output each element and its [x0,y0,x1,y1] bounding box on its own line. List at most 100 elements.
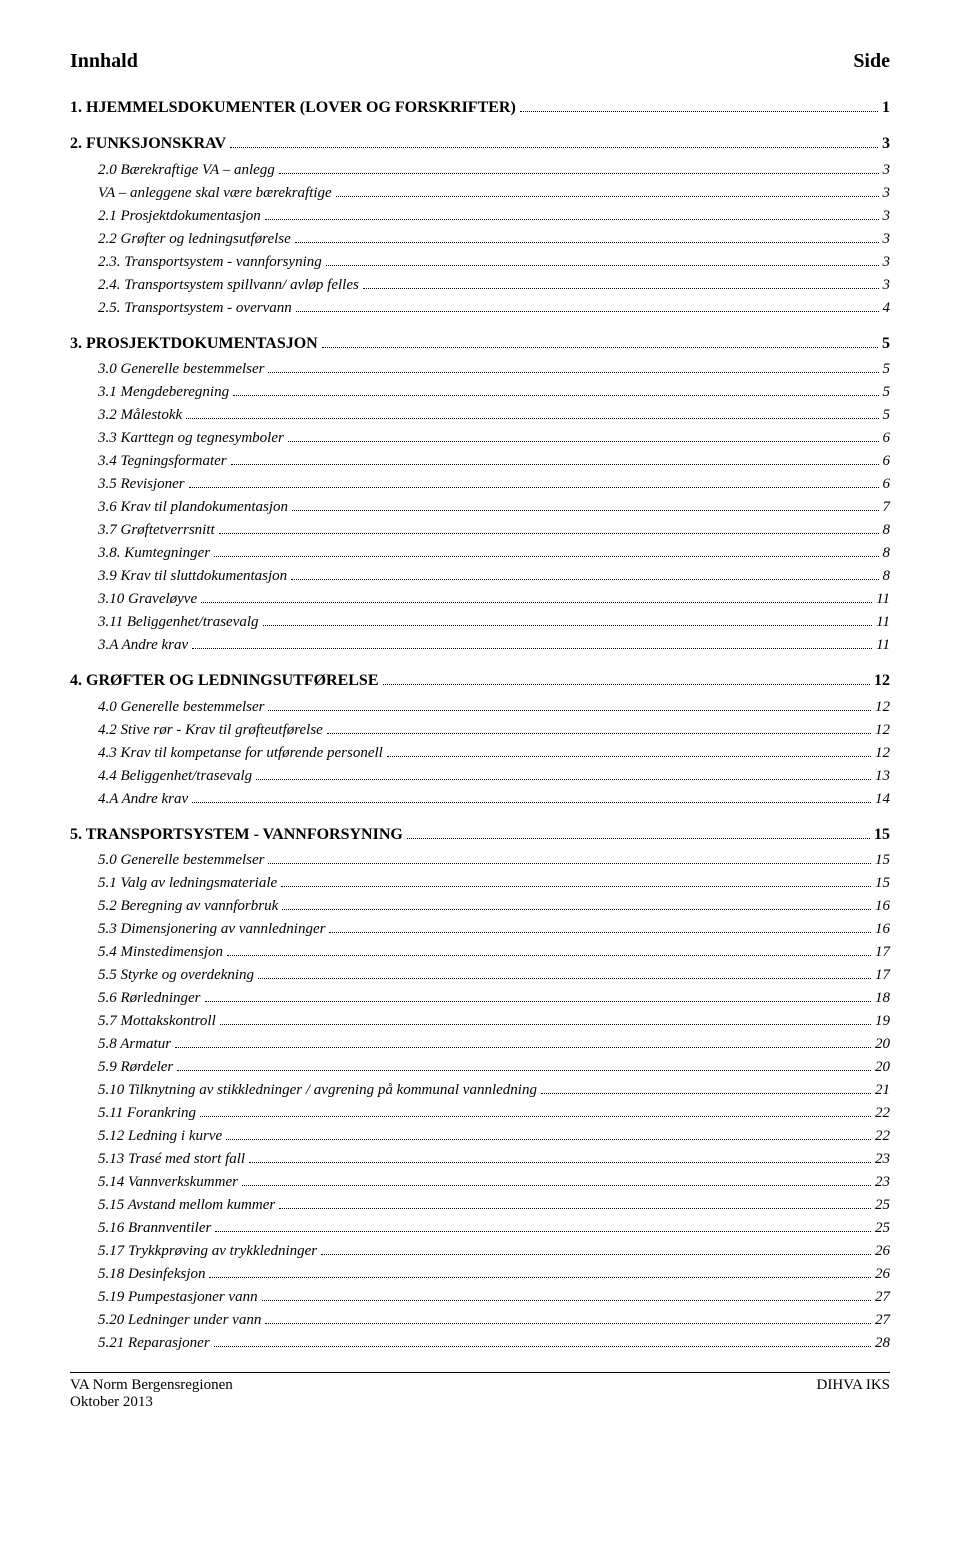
toc-label: 2.2 Grøfter og ledningsutførelse [98,229,291,250]
toc-row[interactable]: 2.1 Prosjektdokumentasjon 3 [70,206,890,227]
toc-row[interactable]: 5.20 Ledninger under vann27 [70,1310,890,1331]
toc-leader [407,825,870,839]
toc-label: 3.1 Mengdeberegning [98,382,229,403]
toc-label: 3.11 Beliggenhet/trasevalg [98,612,259,633]
header-left: Innhald [70,50,138,73]
toc-leader [291,567,878,580]
toc-row[interactable]: 3.7 Grøftetverrsnitt8 [70,520,890,541]
toc-row[interactable]: 3.0 Generelle bestemmelser5 [70,359,890,380]
toc-leader [383,671,871,685]
toc-page-number: 15 [875,850,890,871]
toc-row[interactable]: 5.7 Mottakskontroll19 [70,1011,890,1032]
toc-page-number: 3 [883,183,891,204]
toc-row[interactable]: 5.1 Valg av ledningsmateriale15 [70,873,890,894]
toc-leader [268,851,871,864]
toc-row[interactable]: 3.1 Mengdeberegning5 [70,382,890,403]
toc-row[interactable]: 3.6 Krav til plandokumentasjon7 [70,497,890,518]
toc-row[interactable]: 5.18 Desinfeksjon26 [70,1264,890,1285]
toc-row[interactable]: 5.8 Armatur20 [70,1034,890,1055]
toc-leader [220,1012,871,1025]
toc-row[interactable]: VA – anleggene skal være bærekraftige3 [70,183,890,204]
toc-leader [292,498,879,511]
toc-row[interactable]: 3.5 Revisjoner6 [70,474,890,495]
toc-row[interactable]: 4.3 Krav til kompetanse for utførende pe… [70,743,890,764]
toc-row[interactable]: 2.3. Transportsystem - vannforsyning3 [70,252,890,273]
toc-label: 4.0 Generelle bestemmelser [98,697,264,718]
toc-page-number: 3 [883,252,891,273]
toc-leader [263,613,873,626]
toc-page-number: 6 [883,451,891,472]
toc-page-number: 16 [875,896,890,917]
toc-row[interactable]: 2.0 Bærekraftige VA – anlegg3 [70,160,890,181]
toc-row[interactable]: 3.A Andre krav11 [70,635,890,656]
toc-row[interactable]: 3.3 Karttegn og tegnesymboler6 [70,428,890,449]
toc-row[interactable]: 2.5. Transportsystem - overvann4 [70,298,890,319]
toc-row[interactable]: 2. FUNKSJONSKRAV3 [70,133,890,155]
toc-label: 3. PROSJEKTDOKUMENTASJON [70,333,318,355]
toc-row[interactable]: 5.14 Vannverkskummer23 [70,1172,890,1193]
toc-page-number: 12 [875,743,890,764]
toc-leader [296,299,879,312]
toc-row[interactable]: 5.17 Trykkprøving av trykkledninger26 [70,1241,890,1262]
toc-row[interactable]: 5.0 Generelle bestemmelser15 [70,850,890,871]
footer-left-line1: VA Norm Bergensregionen [70,1377,233,1394]
toc-page-number: 5 [882,333,890,355]
toc-leader [256,767,871,780]
toc-page-number: 28 [875,1333,890,1354]
toc-page-number: 18 [875,988,890,1009]
toc-row[interactable]: 5.11 Forankring22 [70,1103,890,1124]
toc-row[interactable]: 3.8. Kumtegninger8 [70,543,890,564]
toc-row[interactable]: 3.9 Krav til sluttdokumentasjon8 [70,566,890,587]
footer-left-line2: Oktober 2013 [70,1394,233,1411]
toc-row[interactable]: 5.6 Rørledninger18 [70,988,890,1009]
toc-row[interactable]: 4.0 Generelle bestemmelser12 [70,697,890,718]
toc-row[interactable]: 5.9 Rørdeler20 [70,1057,890,1078]
toc-row[interactable]: 3.4 Tegningsformater6 [70,451,890,472]
toc-row[interactable]: 3.10 Graveløyve11 [70,589,890,610]
toc-page-number: 15 [875,873,890,894]
toc-row[interactable]: 5.15 Avstand mellom kummer25 [70,1195,890,1216]
toc-row[interactable]: 5.2 Beregning av vannforbruk16 [70,896,890,917]
toc-leader [219,521,879,534]
toc-leader [268,360,878,373]
toc-row[interactable]: 3.2 Målestokk5 [70,405,890,426]
toc-label: 3.9 Krav til sluttdokumentasjon [98,566,287,587]
toc-label: 3.8. Kumtegninger [98,543,210,564]
toc-row[interactable]: 1. HJEMMELSDOKUMENTER (LOVER OG FORSKRIF… [70,97,890,119]
toc-row[interactable]: 2.4. Transportsystem spillvann/ avløp fe… [70,275,890,296]
toc-row[interactable]: 2.2 Grøfter og ledningsutførelse3 [70,229,890,250]
toc-row[interactable]: 5.5 Styrke og overdekning17 [70,965,890,986]
toc-leader [387,744,871,757]
toc-page-number: 11 [876,635,890,656]
toc-row[interactable]: 5.3 Dimensjonering av vannledninger16 [70,919,890,940]
toc-row[interactable]: 5.4 Minstedimensjon17 [70,942,890,963]
toc-row[interactable]: 3. PROSJEKTDOKUMENTASJON 5 [70,333,890,355]
toc-row[interactable]: 5.12 Ledning i kurve22 [70,1126,890,1147]
toc-page-number: 6 [883,474,891,495]
toc-leader [295,230,879,243]
toc-label: 3.3 Karttegn og tegnesymboler [98,428,284,449]
toc-label: 2.5. Transportsystem - overvann [98,298,292,319]
toc-row[interactable]: 4. GRØFTER OG LEDNINGSUTFØRELSE 12 [70,670,890,692]
toc-row[interactable]: 4.4 Beliggenhet/trasevalg13 [70,766,890,787]
toc-leader [192,636,872,649]
toc-page-number: 3 [883,206,891,227]
toc-row[interactable]: 5.21 Reparasjoner28 [70,1333,890,1354]
toc-row[interactable]: 4.2 Stive rør - Krav til grøfteutførelse… [70,720,890,741]
toc-leader [541,1081,871,1094]
toc-row[interactable]: 4.A Andre krav14 [70,789,890,810]
toc-row[interactable]: 5. TRANSPORTSYSTEM - VANNFORSYNING 15 [70,824,890,846]
toc-label: 2.1 Prosjektdokumentasjon [98,206,261,227]
toc-page-number: 12 [874,670,890,692]
toc-label: 5.7 Mottakskontroll [98,1011,216,1032]
toc-leader [192,790,871,803]
toc-page-number: 3 [883,160,891,181]
toc-row[interactable]: 3.11 Beliggenhet/trasevalg11 [70,612,890,633]
toc-label: 4. GRØFTER OG LEDNINGSUTFØRELSE [70,670,379,692]
toc-row[interactable]: 5.13 Trasé med stort fall23 [70,1149,890,1170]
table-of-contents: 1. HJEMMELSDOKUMENTER (LOVER OG FORSKRIF… [70,97,890,1354]
toc-row[interactable]: 5.19 Pumpestasjoner vann27 [70,1287,890,1308]
toc-row[interactable]: 5.10 Tilknytning av stikkledninger / avg… [70,1080,890,1101]
toc-leader [281,874,871,887]
toc-row[interactable]: 5.16 Brannventiler25 [70,1218,890,1239]
